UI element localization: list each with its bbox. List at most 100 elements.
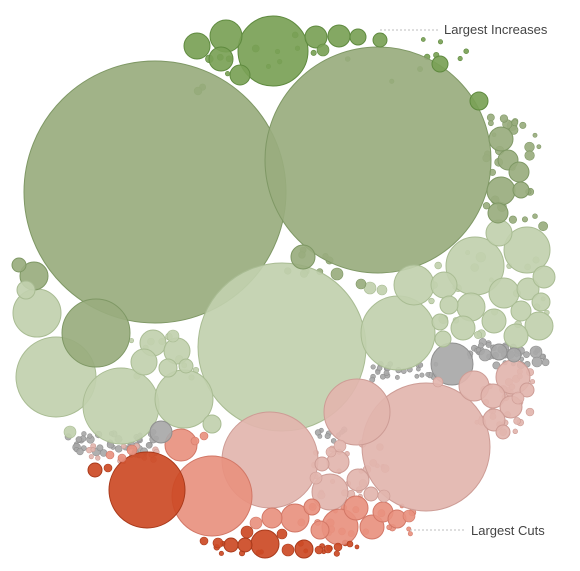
bubble-small bbox=[526, 408, 534, 416]
bubble bbox=[159, 359, 177, 377]
bubble bbox=[184, 33, 210, 59]
bubble-small bbox=[429, 298, 435, 304]
bubble-small bbox=[415, 374, 419, 378]
bubble bbox=[326, 447, 336, 457]
bubble bbox=[251, 530, 279, 558]
bubble bbox=[200, 537, 208, 545]
bubble bbox=[209, 47, 233, 71]
bubble bbox=[262, 508, 282, 528]
bubble bbox=[350, 29, 366, 45]
bubble bbox=[127, 445, 137, 455]
bubble bbox=[277, 529, 287, 539]
bubble-small bbox=[95, 456, 100, 461]
bubble-small bbox=[487, 114, 494, 121]
bubble-small bbox=[146, 442, 152, 448]
bubble bbox=[230, 65, 250, 85]
bubble-small bbox=[512, 120, 518, 126]
bubble-small bbox=[542, 359, 549, 366]
bubble bbox=[509, 162, 529, 182]
bubble bbox=[291, 245, 315, 269]
bubble-small bbox=[311, 50, 316, 55]
bubble bbox=[435, 331, 451, 347]
bubble-small bbox=[488, 121, 493, 126]
bubble-small bbox=[522, 217, 527, 222]
bubble bbox=[324, 545, 332, 553]
bubble-small bbox=[426, 372, 430, 376]
bubble-small bbox=[219, 551, 223, 555]
bubble-small bbox=[533, 214, 538, 219]
bubble-small bbox=[407, 527, 411, 531]
bubble bbox=[106, 451, 114, 459]
bubble bbox=[62, 299, 130, 367]
bubble bbox=[377, 285, 387, 295]
bubbles-layer bbox=[12, 16, 555, 558]
bubble-small bbox=[537, 145, 541, 149]
bubble bbox=[482, 309, 506, 333]
bubble-small bbox=[416, 367, 420, 371]
bubble-small bbox=[88, 434, 93, 439]
bubble-small bbox=[500, 115, 508, 123]
bubble bbox=[150, 421, 172, 443]
bubble bbox=[511, 301, 531, 321]
bubble bbox=[295, 540, 313, 558]
bubble-small bbox=[325, 433, 330, 438]
bubble-small bbox=[539, 222, 548, 231]
bubble bbox=[315, 546, 323, 554]
bubble bbox=[238, 538, 252, 552]
bubble-small bbox=[478, 343, 483, 348]
bubble bbox=[364, 487, 378, 501]
bubble bbox=[486, 220, 512, 246]
bubble-small bbox=[89, 454, 93, 458]
bubble-small bbox=[509, 216, 517, 224]
bubble bbox=[12, 258, 26, 272]
bubble bbox=[347, 541, 353, 547]
bubble bbox=[488, 203, 508, 223]
bubble bbox=[403, 510, 415, 522]
bubble bbox=[361, 296, 435, 370]
bubble-small bbox=[520, 122, 526, 128]
bubble bbox=[241, 526, 253, 538]
bubble bbox=[88, 463, 102, 477]
bubble bbox=[328, 25, 350, 47]
bubble-small bbox=[371, 365, 376, 370]
bubble-small bbox=[474, 331, 481, 338]
bubble bbox=[530, 346, 542, 358]
bubble bbox=[265, 47, 491, 273]
bubble bbox=[334, 543, 342, 551]
bubble bbox=[496, 425, 510, 439]
bubble-small bbox=[121, 444, 126, 449]
bubble bbox=[489, 127, 513, 151]
bubble bbox=[17, 281, 35, 299]
bubble bbox=[532, 357, 542, 367]
bubble bbox=[440, 296, 458, 314]
bubble-small bbox=[525, 142, 535, 152]
bubble-small bbox=[355, 545, 359, 549]
bubble bbox=[213, 538, 223, 548]
bubble bbox=[64, 426, 76, 438]
bubble-small bbox=[421, 37, 425, 41]
bubble bbox=[432, 314, 448, 330]
bubble bbox=[512, 392, 524, 404]
bubble bbox=[131, 349, 157, 375]
bubble-small bbox=[91, 447, 95, 451]
bubble bbox=[310, 472, 322, 484]
bubble bbox=[451, 316, 475, 340]
bubble-small bbox=[523, 352, 529, 358]
bubble bbox=[210, 20, 242, 52]
bubble-small bbox=[384, 370, 389, 375]
bubble bbox=[491, 344, 507, 360]
bubble bbox=[470, 92, 488, 110]
bubble bbox=[282, 544, 294, 556]
bubble-small bbox=[435, 262, 442, 269]
bubble bbox=[431, 272, 457, 298]
bubble-small bbox=[525, 151, 535, 161]
bubble bbox=[324, 379, 390, 445]
bubble-small bbox=[486, 342, 491, 347]
bubble bbox=[504, 324, 528, 348]
bubble-small bbox=[82, 431, 87, 436]
bubble bbox=[487, 177, 515, 205]
largest-increases-label: Largest Increases bbox=[444, 22, 547, 37]
bubble bbox=[394, 265, 434, 305]
bubble-small bbox=[514, 417, 521, 424]
bubble bbox=[109, 452, 185, 528]
